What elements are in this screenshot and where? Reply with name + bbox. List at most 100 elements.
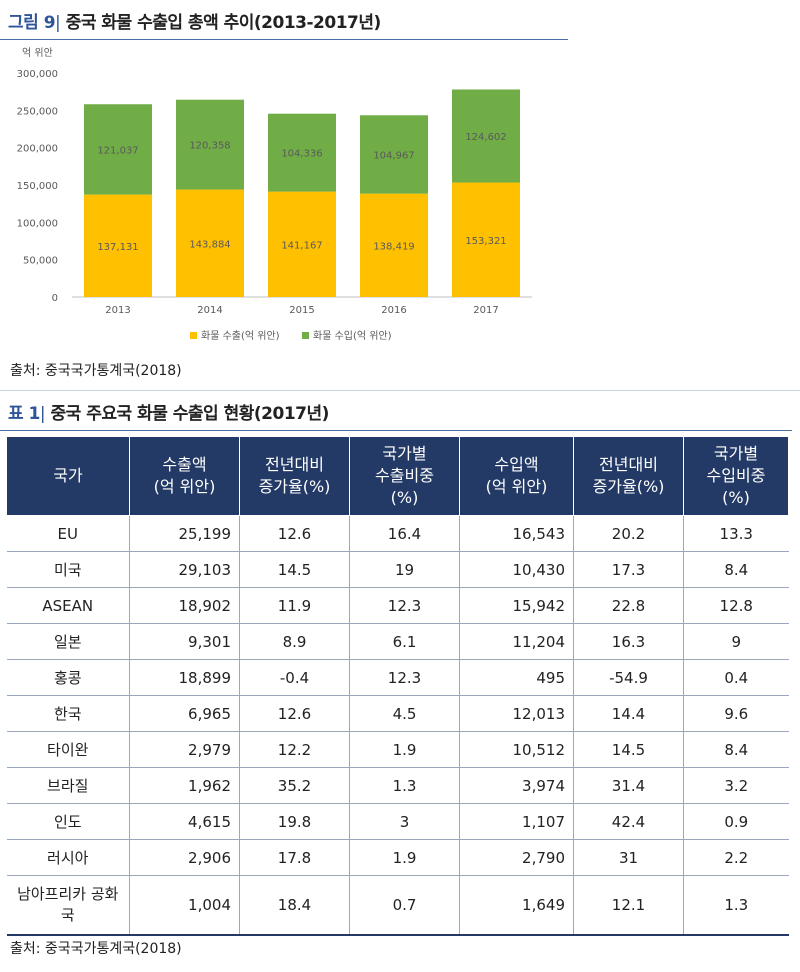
value-cell: 14.5 xyxy=(573,731,684,768)
value-cell: 17.8 xyxy=(239,839,350,876)
value-cell: 0.7 xyxy=(349,875,460,936)
value-cell: 20.2 xyxy=(573,515,684,552)
value-cell: 12.3 xyxy=(349,659,460,696)
value-cell: 14.4 xyxy=(573,695,684,732)
header-line: (억 위안) xyxy=(153,477,216,496)
value-cell: 35.2 xyxy=(239,767,350,804)
data-label: 124,602 xyxy=(465,132,506,143)
value-cell: 1.9 xyxy=(349,731,460,768)
bar-export-2014 xyxy=(176,189,244,297)
y-tick-label: 50,000 xyxy=(23,256,58,267)
bar-export-2017 xyxy=(452,182,520,297)
table-row: 한국 6,965 12.6 4.5 12,013 14.4 9.6 xyxy=(6,695,789,732)
y-tick-label: 0 xyxy=(52,293,58,304)
header-line: (%) xyxy=(390,488,419,507)
value-cell: -0.4 xyxy=(239,659,350,696)
y-tick-label: 150,000 xyxy=(17,181,58,192)
value-cell: 1,962 xyxy=(129,767,240,804)
legend-swatch-import xyxy=(302,332,309,339)
value-cell: 16.3 xyxy=(573,623,684,660)
bar-import-2016 xyxy=(360,115,428,194)
data-label: 104,967 xyxy=(373,150,414,161)
table-row: 러시아 2,906 17.8 1.9 2,790 31 2.2 xyxy=(6,839,789,876)
data-label: 137,131 xyxy=(97,242,138,253)
value-cell: 1,004 xyxy=(129,875,240,936)
x-tick-label: 2013 xyxy=(105,305,130,316)
table-title-rule xyxy=(0,430,792,431)
value-cell: 9,301 xyxy=(129,623,240,660)
value-cell: 10,512 xyxy=(459,731,574,768)
value-cell: 15,942 xyxy=(459,587,574,624)
value-cell: 8.4 xyxy=(683,731,789,768)
value-cell: 31.4 xyxy=(573,767,684,804)
table-source: 출처: 중국국가통계국(2018) xyxy=(10,941,182,957)
data-label: 153,321 xyxy=(465,236,506,247)
country-cell: 브라질 xyxy=(6,767,130,804)
figure-title: 그림 9| 중국 화물 수출입 총액 추이(2013-2017년) xyxy=(8,13,382,33)
header-cell: 국가별 수출비중 (%) xyxy=(349,436,460,516)
value-cell: 1.9 xyxy=(349,839,460,876)
header-line: 증가율(%) xyxy=(258,477,331,496)
figure-title-text: 중국 화물 수출입 총액 추이(2013-2017년) xyxy=(65,13,382,33)
value-cell: 4.5 xyxy=(349,695,460,732)
y-axis-unit-label: 억 위안 xyxy=(22,46,53,59)
value-cell: -54.9 xyxy=(573,659,684,696)
value-cell: 16,543 xyxy=(459,515,574,552)
data-label: 138,419 xyxy=(373,241,414,252)
value-cell: 13.3 xyxy=(683,515,789,552)
value-cell: 8.9 xyxy=(239,623,350,660)
header-line: 국가별 xyxy=(713,444,759,463)
table-row: 남아프리카 공화국 1,004 18.4 0.7 1,649 12.1 1.3 xyxy=(6,875,789,936)
value-cell: 12.1 xyxy=(573,875,684,936)
section-divider xyxy=(0,390,800,391)
value-cell: 12.3 xyxy=(349,587,460,624)
data-label: 120,358 xyxy=(189,141,230,152)
value-cell: 12.8 xyxy=(683,587,789,624)
table-body: EU 25,199 12.6 16.4 16,543 20.2 13.3 미국 29,103 14… xyxy=(6,515,789,936)
header-cell: 수출액 (억 위안) xyxy=(129,436,240,516)
data-label: 143,884 xyxy=(189,239,230,250)
value-cell: 1.3 xyxy=(683,875,789,936)
value-cell: 12.2 xyxy=(239,731,350,768)
table-label: 표 1 xyxy=(8,404,40,424)
value-cell: 2,790 xyxy=(459,839,574,876)
value-cell: 29,103 xyxy=(129,551,240,588)
value-cell: 10,430 xyxy=(459,551,574,588)
y-tick-label: 250,000 xyxy=(17,106,58,117)
header-line: 수출비중 xyxy=(375,466,434,485)
figure-title-rule xyxy=(0,39,568,40)
figure-label: 그림 9 xyxy=(8,13,56,33)
legend-label: 화물 수출(억 위안) xyxy=(201,329,280,342)
value-cell: 1,649 xyxy=(459,875,574,936)
header-line: 전년대비 xyxy=(265,455,324,474)
value-cell: 16.4 xyxy=(349,515,460,552)
table-row: 일본 9,301 8.9 6.1 11,204 16.3 9 xyxy=(6,623,789,660)
table-row: 인도 4,615 19.8 3 1,107 42.4 0.9 xyxy=(6,803,789,840)
table-row: ASEAN 18,902 11.9 12.3 15,942 22.8 12.8 xyxy=(6,587,789,624)
value-cell: 19 xyxy=(349,551,460,588)
header-cell: 국가 xyxy=(6,436,130,516)
header-line: 증가율(%) xyxy=(592,477,665,496)
y-tick-label: 300,000 xyxy=(17,69,58,80)
value-cell: 4,615 xyxy=(129,803,240,840)
country-cell: 남아프리카 공화국 xyxy=(6,875,130,936)
value-cell: 1.3 xyxy=(349,767,460,804)
table-row: 미국 29,103 14.5 19 10,430 17.3 8.4 xyxy=(6,551,789,588)
value-cell: 1,107 xyxy=(459,803,574,840)
header-cell: 수입액 (억 위안) xyxy=(459,436,574,516)
value-cell: 18,902 xyxy=(129,587,240,624)
bar-import-2015 xyxy=(268,113,336,192)
value-cell: 22.8 xyxy=(573,587,684,624)
value-cell: 3.2 xyxy=(683,767,789,804)
header-line: (억 위안) xyxy=(485,477,548,496)
bar-export-2015 xyxy=(268,191,336,297)
bar-import-2014 xyxy=(176,99,244,190)
header-line: 수출액 xyxy=(162,455,207,474)
header-line: (%) xyxy=(722,488,750,507)
header-line: 수입비중 xyxy=(706,466,766,485)
header-line: 국가 xyxy=(53,466,83,485)
country-cell: 홍콩 xyxy=(6,659,130,696)
